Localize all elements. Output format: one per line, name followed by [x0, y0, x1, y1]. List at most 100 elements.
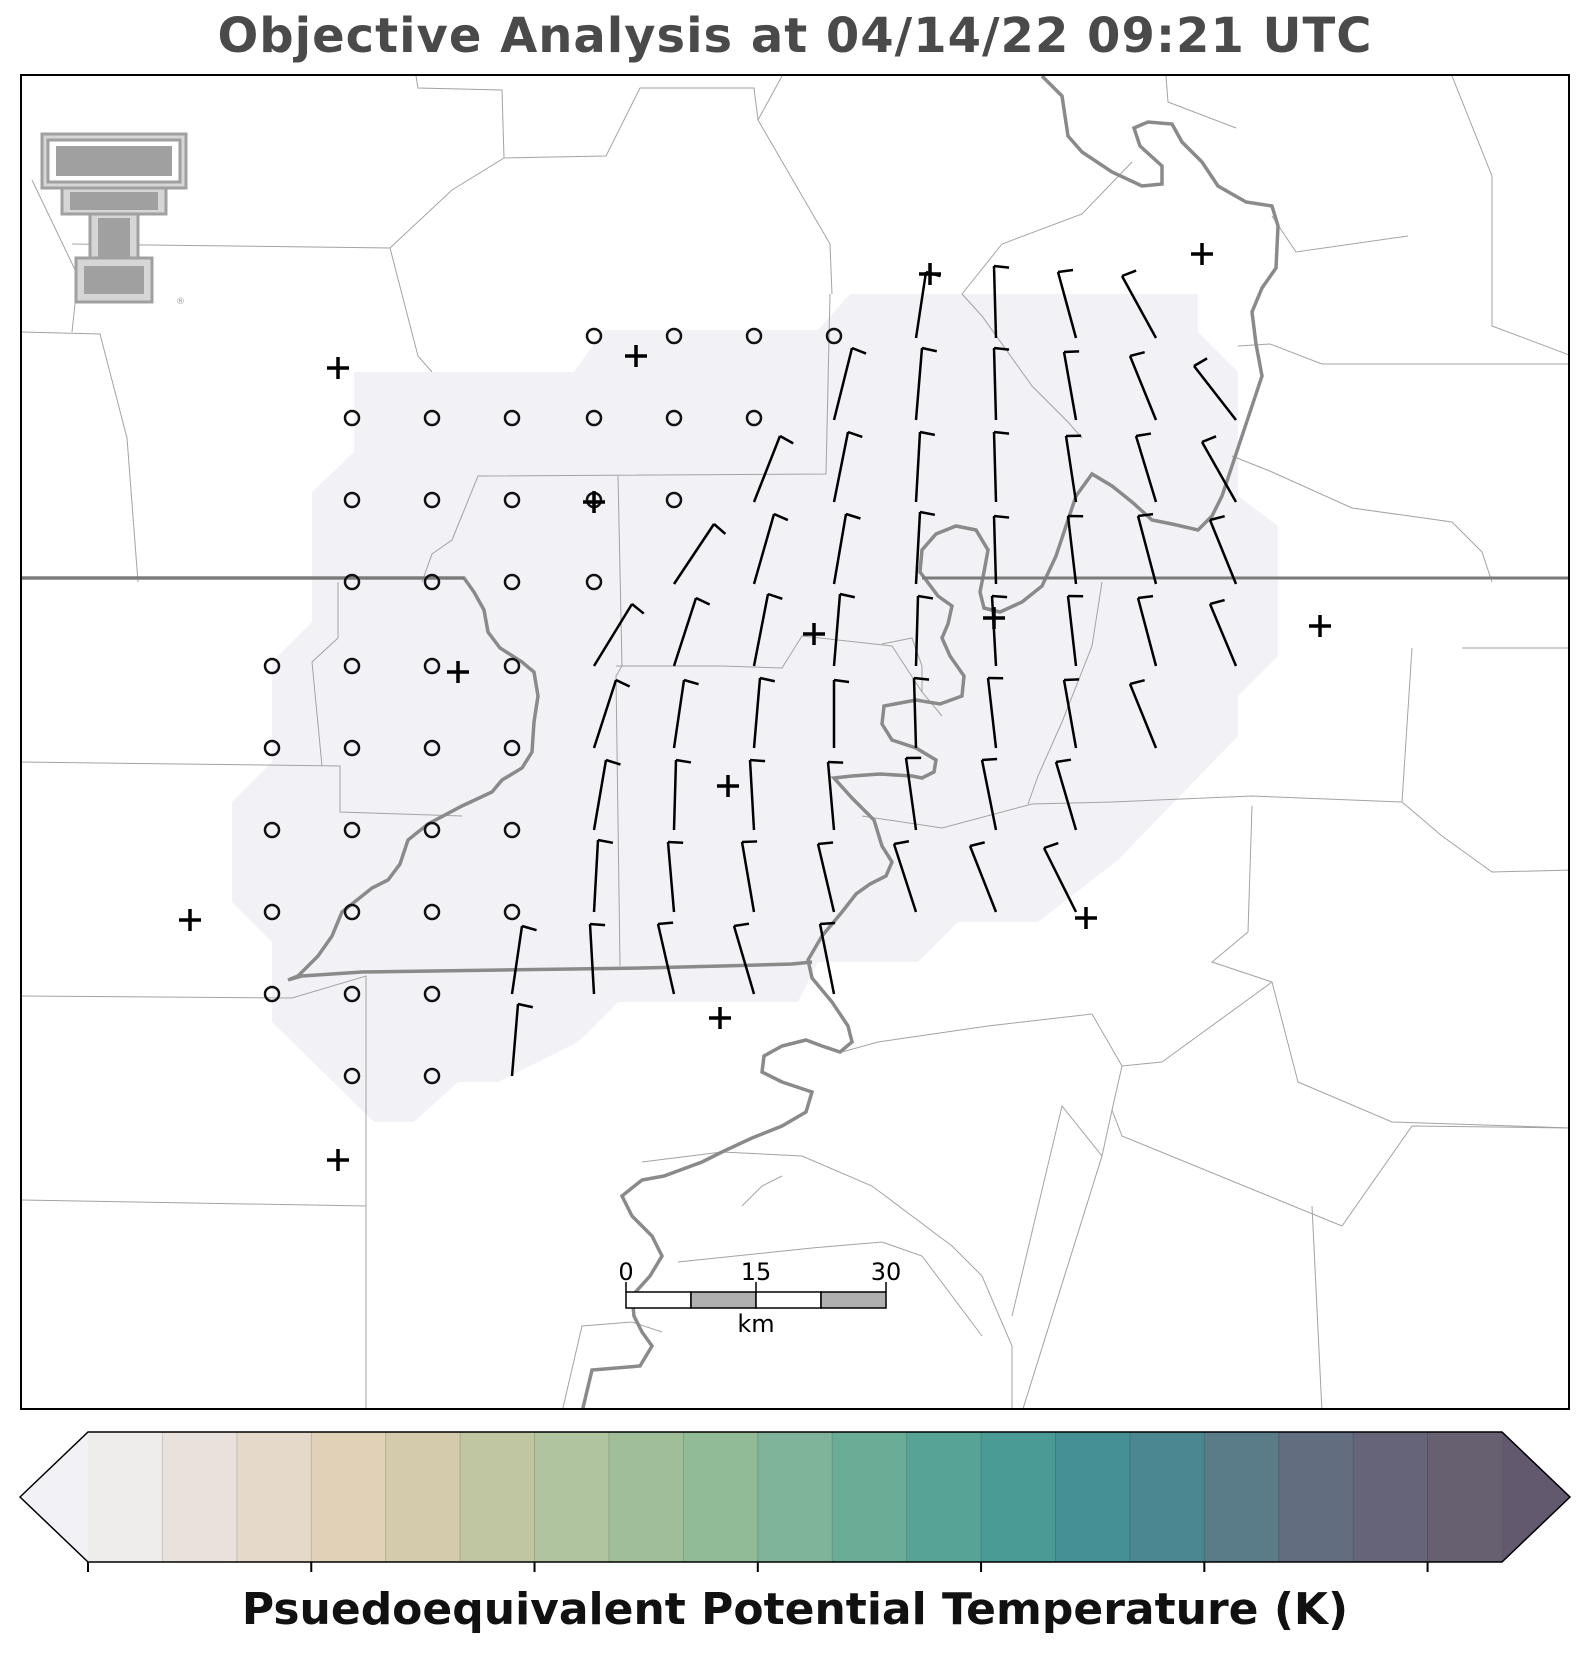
wind-barb — [980, 757, 998, 831]
colorbar-segment — [1055, 1432, 1131, 1562]
county-borders — [22, 76, 1568, 1408]
wind-barb — [1208, 514, 1238, 585]
colorbar-label: Psuedoequivalent Potential Temperature (… — [241, 1584, 1349, 1635]
wind-barb — [992, 514, 1010, 585]
colorbar-segment — [162, 1432, 238, 1562]
wind-barb — [1128, 678, 1158, 749]
colorbar-tick-label: 328 — [720, 1578, 796, 1580]
calm-circle — [343, 491, 361, 509]
wind-barb — [1062, 350, 1080, 421]
colorbar-segment — [311, 1432, 387, 1562]
colorbar-segments — [20, 1432, 1570, 1562]
county-border — [741, 1175, 783, 1207]
wind-barb — [752, 434, 794, 503]
svg-text:®: ® — [176, 297, 185, 307]
river — [581, 76, 1280, 1408]
calm-circle — [745, 409, 763, 427]
colorbar-segment — [683, 1432, 759, 1562]
county-border — [1237, 343, 1568, 365]
calm-circle — [423, 409, 441, 427]
wind-barb — [510, 1002, 534, 1077]
calm-circle — [585, 573, 603, 591]
calm-circle — [585, 409, 603, 427]
colorbar-tick-label: 340 — [1166, 1578, 1242, 1580]
wind-barb — [1064, 434, 1082, 503]
colorbar-segment — [981, 1432, 1056, 1562]
calm-circle — [423, 903, 441, 921]
wind-barb — [832, 346, 867, 421]
wind-barb — [986, 676, 1004, 749]
scale-tick-15: 15 — [741, 1258, 772, 1286]
calm-circle — [503, 903, 521, 921]
county-border — [616, 635, 923, 693]
calm-circle — [423, 739, 441, 757]
colorbar-tick-label: 310 — [50, 1578, 126, 1580]
wind-barb — [592, 603, 645, 667]
calm-circle — [263, 657, 281, 675]
colorbar-outline — [18, 1431, 1572, 1563]
colorbar-segment — [1427, 1432, 1503, 1562]
calm-circle — [423, 821, 441, 839]
county-border — [1401, 801, 1568, 873]
wind-barb — [1054, 758, 1078, 831]
station-marker — [1075, 907, 1097, 929]
wind-barb — [672, 758, 692, 831]
colorbar-extend-high — [1502, 1432, 1570, 1562]
station-marker — [583, 491, 605, 513]
county-border — [641, 1151, 1013, 1408]
wind-barb — [816, 841, 836, 913]
wind-barb — [1128, 350, 1158, 421]
wind-barb — [832, 678, 850, 748]
wind-barb — [992, 264, 1010, 339]
wind-barb — [592, 758, 621, 831]
wind-barb — [740, 840, 758, 913]
wind-barb — [832, 592, 856, 667]
rivers — [22, 76, 1280, 1408]
scale-bar: 0 15 30 km — [618, 1258, 901, 1338]
wind-barb — [1056, 268, 1078, 339]
calm-circle — [423, 657, 441, 675]
county-border — [1271, 215, 1409, 253]
wind-barb — [992, 346, 1010, 421]
county-border — [1165, 76, 1237, 129]
county-border — [415, 76, 505, 159]
colorbar-segment — [757, 1432, 833, 1562]
wind-barb — [992, 430, 1010, 503]
calm-circle — [263, 903, 281, 921]
colorbar-segment — [88, 1432, 163, 1562]
county-border — [961, 161, 1133, 295]
colorbar-segment — [1278, 1432, 1354, 1562]
county-border — [1022, 1155, 1103, 1408]
wind-barb — [748, 758, 766, 831]
county-border — [389, 87, 833, 295]
county-border — [1027, 581, 1103, 805]
station-markers — [179, 243, 1331, 1171]
calm-circle — [343, 657, 361, 675]
station-marker — [625, 345, 647, 367]
calm-circle — [263, 739, 281, 757]
calm-circle — [503, 573, 521, 591]
wind-barb — [914, 346, 938, 421]
wind-barb — [656, 921, 676, 995]
calm-circle — [503, 657, 521, 675]
station-marker — [1309, 615, 1331, 637]
calm-circle — [503, 739, 521, 757]
calm-circle — [343, 903, 361, 921]
county-border — [22, 331, 139, 583]
colorbar-segment — [1353, 1432, 1429, 1562]
texas-tech-double-t-logo: ® — [40, 132, 188, 307]
wind-barb — [510, 924, 537, 995]
wind-barb — [1136, 512, 1158, 585]
calm-circle — [343, 573, 361, 591]
wind-barb — [1120, 269, 1158, 339]
county-border — [1011, 1065, 1123, 1317]
wind-barbs — [510, 264, 1238, 1077]
colorbar-tick-label: 346 — [1389, 1578, 1465, 1580]
analysis-shaded-region — [232, 294, 1278, 1122]
calm-circle — [423, 985, 441, 1003]
wind-barb — [904, 756, 922, 831]
scale-tick-30: 30 — [871, 1258, 902, 1286]
colorbar-segment — [236, 1432, 312, 1562]
calm-circle — [343, 985, 361, 1003]
colorbar-ticks: 310 316 322 328 334 340 346 — [50, 1562, 1466, 1580]
